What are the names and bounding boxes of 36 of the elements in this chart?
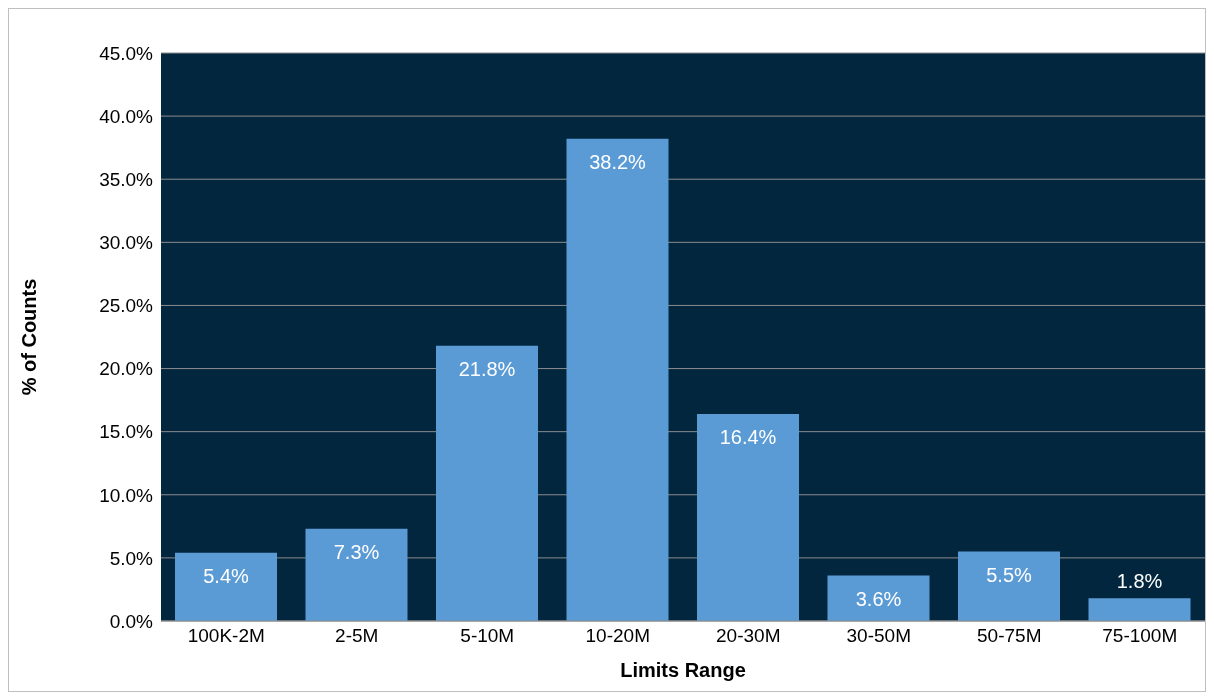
x-tick-label: 10-20M bbox=[585, 625, 650, 647]
bar bbox=[827, 575, 930, 621]
x-tick-label: 5-10M bbox=[460, 625, 515, 647]
y-tick-label: 5.0% bbox=[109, 547, 154, 569]
data-label: 5.5% bbox=[986, 563, 1033, 586]
data-label: 21.8% bbox=[458, 357, 516, 380]
y-tick-label: 15.0% bbox=[99, 421, 154, 443]
x-tick-label: 2-5M bbox=[335, 625, 379, 647]
bar bbox=[305, 528, 408, 621]
x-tick-label: 75-100M bbox=[1102, 625, 1178, 647]
y-tick-label: 20.0% bbox=[99, 358, 154, 380]
bar bbox=[697, 414, 799, 621]
x-axis-title: Limits Range bbox=[620, 659, 746, 681]
y-tick-label: 45.0% bbox=[99, 42, 154, 64]
bar bbox=[958, 551, 1060, 621]
x-tick-label: 30-50M bbox=[846, 625, 911, 647]
bar bbox=[1088, 598, 1191, 621]
y-tick-label: 40.0% bbox=[99, 105, 154, 127]
bar bbox=[175, 552, 277, 621]
data-label: 1.8% bbox=[1116, 570, 1163, 593]
y-tick-label: 10.0% bbox=[99, 484, 154, 506]
y-tick-label: 0.0% bbox=[109, 610, 154, 632]
y-tick-label: 35.0% bbox=[99, 168, 154, 190]
x-tick-label: 20-30M bbox=[716, 625, 781, 647]
data-label: 16.4% bbox=[719, 426, 777, 448]
y-tick-label: 25.0% bbox=[99, 295, 154, 317]
bar bbox=[436, 345, 538, 621]
data-label: 38.2% bbox=[589, 150, 647, 173]
x-tick-label: 100K-2M bbox=[187, 625, 265, 647]
data-label: 7.3% bbox=[333, 540, 380, 563]
bar bbox=[566, 138, 669, 621]
data-label: 3.6% bbox=[855, 587, 902, 610]
x-tick-label: 50-75M bbox=[977, 625, 1042, 647]
y-tick-label: 30.0% bbox=[99, 232, 154, 254]
y-axis-title: % of Counts bbox=[18, 278, 41, 396]
data-label: 5.4% bbox=[203, 564, 250, 587]
